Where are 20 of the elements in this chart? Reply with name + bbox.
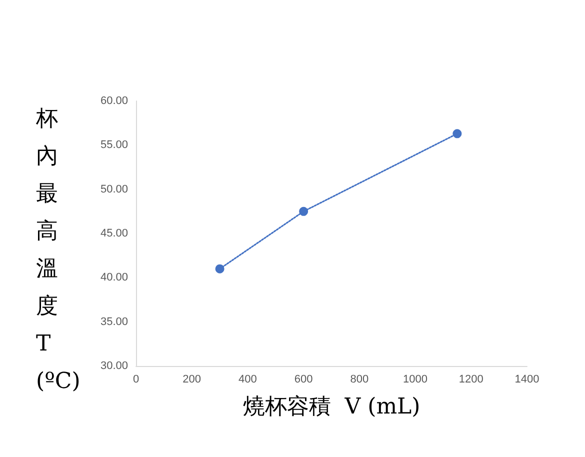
x-tick-label: 800 xyxy=(350,374,369,386)
y-tick-label: 45.00 xyxy=(100,228,128,240)
x-tick-label: 600 xyxy=(294,374,313,386)
y-tick-label: 30.00 xyxy=(100,360,128,372)
y-tick-label: 40.00 xyxy=(100,272,128,284)
x-tick-label: 400 xyxy=(238,374,257,386)
y-tick-label: 55.00 xyxy=(100,139,128,152)
y-tick-label: 50.00 xyxy=(100,183,128,196)
x-tick-label: 1200 xyxy=(458,374,484,386)
point xyxy=(299,206,308,216)
x-tick-label: 1400 xyxy=(514,374,540,386)
point xyxy=(215,264,224,274)
x-tick-label: 0 xyxy=(132,374,140,386)
y-tick-label: 35.00 xyxy=(100,316,128,328)
y-axis-title: 杯內最高溫度T(ºC) xyxy=(35,106,80,394)
x-tick-label: 200 xyxy=(182,374,202,386)
point xyxy=(452,129,462,138)
y-tick-label: 60.00 xyxy=(100,95,128,107)
x-axis-title: 燒杯容積 V (mL) xyxy=(242,394,420,420)
x-tick-label: 1000 xyxy=(403,374,428,386)
